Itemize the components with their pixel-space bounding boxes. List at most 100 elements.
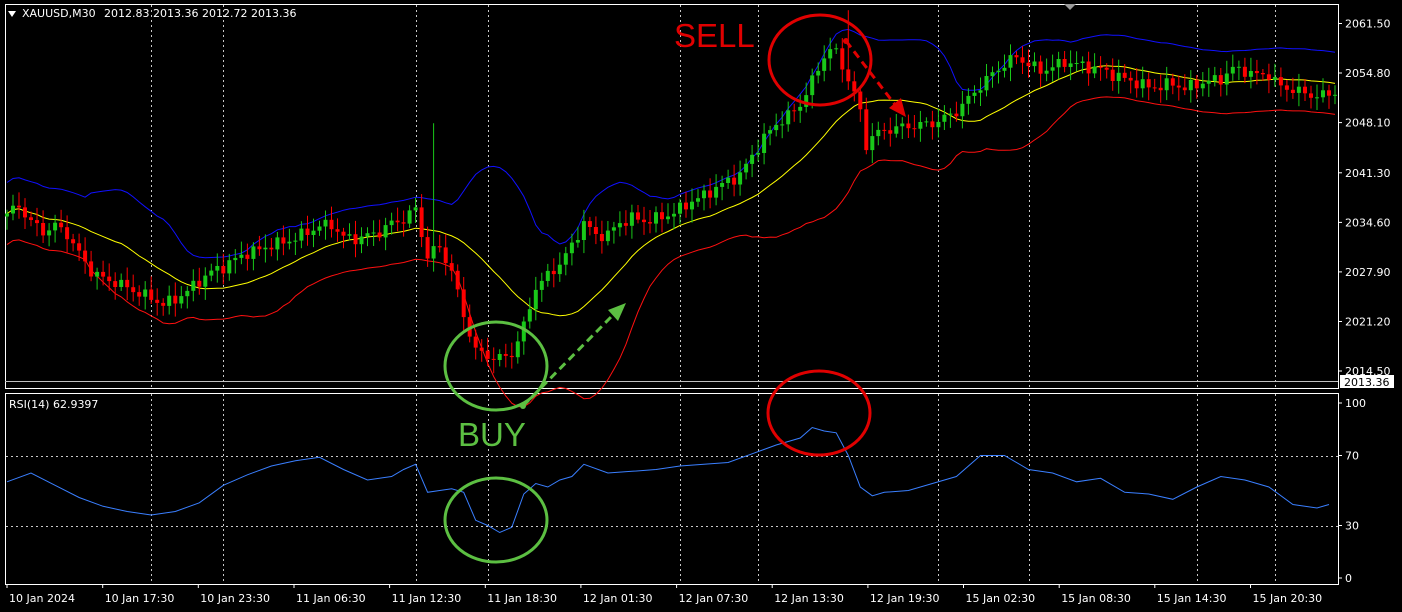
- bull-candle: [365, 227, 370, 247]
- chart-menu-arrow-icon[interactable]: [8, 11, 16, 17]
- candle-body: [587, 221, 592, 227]
- bull-candle: [347, 223, 352, 241]
- bear-candle: [660, 202, 664, 233]
- bull-candle: [918, 110, 923, 142]
- candle-body: [1146, 79, 1151, 88]
- bull-candle: [1188, 70, 1193, 103]
- bear-candle: [1176, 75, 1181, 101]
- candle-body: [972, 92, 977, 96]
- candle-body: [654, 212, 658, 224]
- candle-body: [1002, 67, 1007, 71]
- bear-candle: [71, 233, 76, 252]
- candle-body: [623, 223, 628, 226]
- candle-body: [1248, 71, 1253, 77]
- candle-body: [732, 177, 737, 185]
- bear-candle: [131, 274, 136, 302]
- bull-candle: [768, 125, 773, 146]
- bull-candle: [527, 297, 532, 329]
- candle-body: [377, 232, 382, 238]
- bear-candle: [599, 220, 604, 254]
- candle-body: [906, 123, 911, 129]
- chart-ohlc: 2012.83 2013.36 2012.72 2013.36: [104, 7, 296, 20]
- candle-body: [756, 152, 761, 155]
- bull-candle: [1315, 84, 1319, 110]
- time-tick-label: 11 Jan 18:30: [487, 592, 557, 605]
- time-tick-label: 12 Jan 01:30: [583, 592, 653, 605]
- candle-body: [215, 266, 220, 271]
- rsi-tick-label: 70: [1345, 450, 1359, 463]
- bull-candle: [834, 43, 839, 54]
- bull-candle: [359, 227, 364, 254]
- candle-body: [209, 270, 214, 276]
- candle-body: [822, 58, 827, 71]
- scroll-marker-icon[interactable]: [1064, 4, 1076, 10]
- candle-body: [185, 290, 190, 297]
- sell-annotation: SELL: [674, 13, 906, 457]
- candle-body: [161, 302, 166, 306]
- candle-body: [846, 69, 851, 82]
- bull-candle: [810, 68, 815, 109]
- candle-body: [1044, 70, 1049, 74]
- candle-body: [864, 109, 869, 151]
- bull-candle: [1212, 66, 1217, 87]
- candle-body: [23, 207, 27, 218]
- candle-body: [1032, 61, 1037, 67]
- bear-candle: [551, 258, 556, 288]
- bear-candle: [257, 235, 262, 256]
- candle-body: [611, 227, 616, 231]
- candle-body: [900, 123, 905, 127]
- bear-candle: [642, 206, 646, 235]
- rsi-tick-label: 100: [1345, 397, 1366, 410]
- bear-candle: [732, 164, 737, 197]
- candle-body: [473, 336, 478, 348]
- bull-candle: [227, 253, 232, 281]
- upper-band-line: [6, 28, 1336, 259]
- candle-body: [1134, 80, 1139, 89]
- candle-body: [353, 234, 358, 245]
- price-tick-label: 2061.50: [1345, 18, 1391, 31]
- candle-body: [1278, 77, 1283, 86]
- candle-body: [1315, 97, 1319, 99]
- candle-body: [1194, 80, 1199, 89]
- candle-body: [1008, 55, 1013, 68]
- candle-body: [942, 114, 947, 122]
- bear-candle: [1026, 49, 1031, 78]
- candle-body: [1158, 87, 1163, 91]
- candle-body: [17, 205, 21, 208]
- bull-candle: [696, 189, 700, 207]
- candle-body: [1050, 67, 1055, 71]
- bull-candle: [239, 241, 244, 265]
- bear-candle: [912, 115, 917, 138]
- candle-body: [425, 237, 430, 259]
- bear-candle: [107, 263, 112, 291]
- bull-candle: [1032, 52, 1037, 73]
- time-tick-label: 12 Jan 19:30: [870, 592, 940, 605]
- bull-candle: [1092, 53, 1097, 79]
- candle-body: [876, 129, 881, 137]
- bear-candle: [503, 343, 508, 368]
- candle-body: [593, 227, 598, 234]
- bull-candle: [1272, 63, 1277, 87]
- candle-body: [1284, 85, 1289, 90]
- candle-body: [101, 271, 106, 277]
- candle-body: [1218, 75, 1223, 85]
- bull-candle: [413, 197, 418, 223]
- bear-candle: [29, 211, 33, 227]
- bear-candle: [443, 234, 448, 276]
- bull-candle: [617, 211, 622, 237]
- bear-candle: [245, 243, 250, 271]
- candle-body: [179, 296, 184, 304]
- bear-candle: [792, 103, 797, 122]
- bull-candle: [936, 108, 941, 138]
- candle-body: [449, 263, 454, 271]
- bull-candle: [672, 203, 676, 229]
- bull-candle: [984, 64, 989, 97]
- bear-candle: [1309, 85, 1313, 109]
- bear-candle: [1098, 56, 1103, 81]
- bear-candle: [882, 122, 887, 140]
- bear-candle: [491, 347, 496, 374]
- bollinger-bands: [6, 28, 1336, 408]
- sell-price-circle: [767, 13, 873, 107]
- candle-body: [131, 287, 136, 293]
